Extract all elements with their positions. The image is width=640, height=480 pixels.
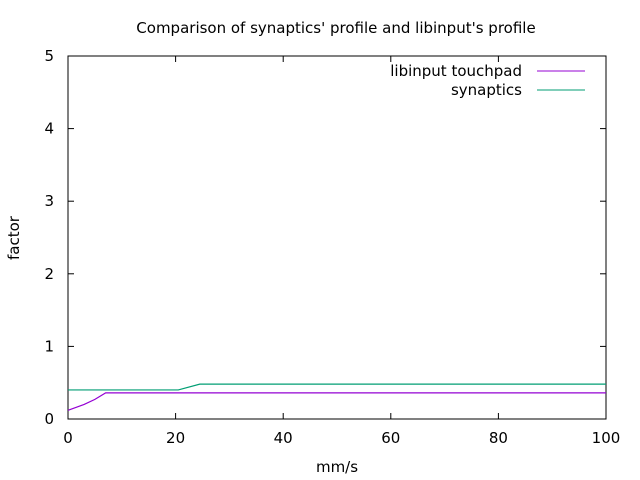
y-tick-label-5: 5 <box>44 47 54 65</box>
x-tick-label-0: 0 <box>63 429 73 447</box>
y-tick-label-4: 4 <box>44 120 54 138</box>
y-tick-label-2: 2 <box>44 265 54 283</box>
y-tick-label-0: 0 <box>44 410 54 428</box>
axis-ticks: 0 20 40 60 80 100 0 1 2 3 4 5 <box>44 47 620 447</box>
x-tick-label-40: 40 <box>274 429 293 447</box>
series-line-synaptics <box>68 383 606 391</box>
chart-title: Comparison of synaptics' profile and lib… <box>136 19 535 37</box>
x-tick-label-80: 80 <box>489 429 508 447</box>
y-axis-label: factor <box>5 215 23 260</box>
legend-label-libinput-touchpad: libinput touchpad <box>390 62 522 80</box>
x-tick-label-100: 100 <box>592 429 621 447</box>
x-tick-label-60: 60 <box>381 429 400 447</box>
plot-frame <box>67 55 607 420</box>
x-tick-label-20: 20 <box>166 429 185 447</box>
x-axis-label: mm/s <box>316 458 358 476</box>
legend-label-synaptics: synaptics <box>451 81 522 99</box>
y-tick-label-1: 1 <box>44 337 54 355</box>
series-lines <box>67 383 606 411</box>
series-line-libinput-touchpad <box>67 392 606 411</box>
legend: libinput touchpad synaptics <box>390 62 585 99</box>
y-tick-label-3: 3 <box>44 192 54 210</box>
